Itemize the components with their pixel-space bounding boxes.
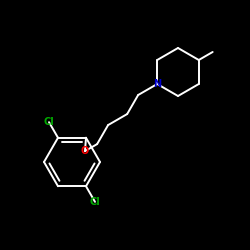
- Text: Cl: Cl: [44, 117, 54, 127]
- Text: N: N: [153, 79, 161, 89]
- Text: O: O: [81, 146, 89, 156]
- Text: Cl: Cl: [90, 197, 101, 207]
